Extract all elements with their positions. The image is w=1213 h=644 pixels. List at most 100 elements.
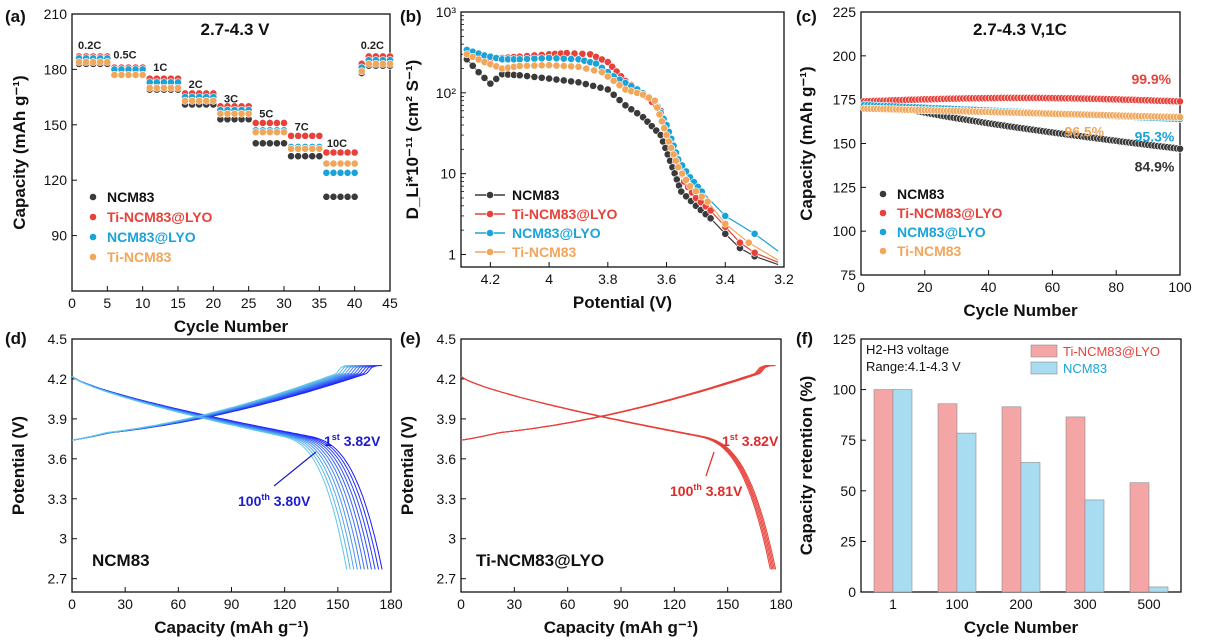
data-point xyxy=(343,192,352,201)
legend-entry: Ti-NCM83 xyxy=(897,243,962,259)
charge-curve xyxy=(71,365,370,441)
panel-e-ti-ncm83-lyo-voltage-profiles: (e) 0 30 60 90 120 150 180 2.7 3 3.3 3.6 3.9 4.2 4.5 Ca… xyxy=(398,329,793,637)
data-point xyxy=(692,187,700,196)
last-cycle-annotation: 100th 3.80V xyxy=(238,492,311,509)
data-point xyxy=(545,61,553,70)
legend-entry: NCM83 xyxy=(897,186,945,202)
legend-entry: Ti-NCM83@LYO xyxy=(897,205,1003,221)
annotation-arrow xyxy=(705,451,715,477)
data-point xyxy=(706,214,715,223)
y-tick-label: 100 xyxy=(833,382,857,398)
y-tick-label: 10² xyxy=(436,85,457,101)
x-tick-label: 10 xyxy=(135,295,151,311)
data-point xyxy=(251,139,260,148)
x-tick-label: 120 xyxy=(663,596,687,612)
discharge-curve xyxy=(71,375,348,570)
first-cycle-annotation: 1st 3.82V xyxy=(324,432,381,449)
data-point xyxy=(609,76,618,85)
data-point xyxy=(574,78,583,87)
x-tick-label: 5 xyxy=(103,295,111,311)
data-point xyxy=(308,152,317,161)
bar xyxy=(937,403,958,593)
x-tick-label: 0 xyxy=(857,279,865,295)
data-point xyxy=(530,73,539,81)
data-point xyxy=(301,131,310,140)
x-tick-label: 200 xyxy=(1009,596,1033,612)
data-point xyxy=(468,61,477,70)
data-point xyxy=(1176,97,1184,106)
legend-entry: NCM83 xyxy=(512,187,560,203)
charge-curve xyxy=(460,365,772,441)
panel-label: (e) xyxy=(400,329,421,348)
x-tick-label: 30 xyxy=(507,596,523,612)
data-point xyxy=(223,109,232,118)
data-point xyxy=(273,128,281,137)
panel-a-capacity-rate: (a) 0 5 10 15 20 25 30 35 40 45 90 120 150 180 210 Cycle… xyxy=(5,6,398,336)
data-point xyxy=(486,79,495,88)
data-point xyxy=(386,59,394,68)
y-tick-label: 4.2 xyxy=(48,371,68,387)
discharge-curve xyxy=(460,375,775,570)
legend-marker xyxy=(879,247,887,255)
x-tick-label: 4.2 xyxy=(481,271,501,287)
data-point xyxy=(350,159,359,168)
x-axis-label: Capacity (mAh g⁻¹) xyxy=(544,618,698,637)
data-point xyxy=(603,58,612,66)
data-point xyxy=(559,54,568,63)
data-point xyxy=(159,83,168,92)
panel-f-capacity-retention-bars: (f) 1 100 200 300 500 0 25 50 75 100 125 Cycle Numbe… xyxy=(796,329,1182,637)
charge-curve xyxy=(71,365,363,441)
data-point xyxy=(721,219,730,228)
data-point xyxy=(545,54,553,62)
y-tick-label: 180 xyxy=(44,61,68,77)
rate-label: 0.2C xyxy=(78,40,101,52)
data-point xyxy=(674,163,683,172)
x-tick-label: 4 xyxy=(545,271,553,287)
y-tick-label: 4.2 xyxy=(437,371,457,387)
data-point xyxy=(552,61,561,70)
data-point xyxy=(75,58,83,66)
x-tick-label: 100 xyxy=(1168,279,1192,295)
bar xyxy=(1001,406,1022,593)
data-point xyxy=(329,168,338,177)
data-point xyxy=(703,197,712,206)
x-axis-label: Cycle Number xyxy=(963,301,1078,320)
data-point xyxy=(621,101,630,110)
x-axis-label: Cycle Number xyxy=(964,618,1079,637)
panel-label: (f) xyxy=(796,329,813,348)
data-point xyxy=(1176,144,1184,153)
data-point xyxy=(559,76,568,85)
legend-marker xyxy=(486,248,494,256)
legend-entry: NCM83@LYO xyxy=(897,224,986,240)
x-tick-label: 15 xyxy=(170,295,186,311)
x-tick-label: 3.2 xyxy=(774,271,794,287)
data-point xyxy=(678,169,687,178)
note-range: Range:4.1-4.3 V xyxy=(866,359,961,374)
legend-marker xyxy=(879,190,887,198)
data-point xyxy=(379,59,387,68)
data-point xyxy=(662,131,671,139)
retention-annotation: 95.3% xyxy=(1135,129,1175,145)
data-point xyxy=(258,119,267,127)
data-point xyxy=(336,192,345,201)
y-tick-label: 3.9 xyxy=(48,411,68,427)
x-tick-label: 3.4 xyxy=(716,271,736,287)
x-tick-label: 150 xyxy=(716,596,740,612)
data-point xyxy=(230,109,239,118)
data-point xyxy=(301,152,310,161)
data-point xyxy=(603,72,612,81)
legend-entry: NCM83 xyxy=(1063,361,1107,376)
y-tick-label: 3.3 xyxy=(437,491,457,507)
y-tick-label: 90 xyxy=(51,228,67,244)
legend-marker xyxy=(486,210,494,218)
data-point xyxy=(237,109,246,118)
data-point xyxy=(545,74,553,83)
y-tick-label: 125 xyxy=(833,331,857,347)
data-point xyxy=(750,229,759,238)
data-point xyxy=(329,148,338,157)
legend-entry: NCM83@LYO xyxy=(107,229,196,245)
y-tick-label: 1 xyxy=(448,246,456,262)
data-point xyxy=(343,168,352,177)
y-tick-label: 3.9 xyxy=(437,411,457,427)
